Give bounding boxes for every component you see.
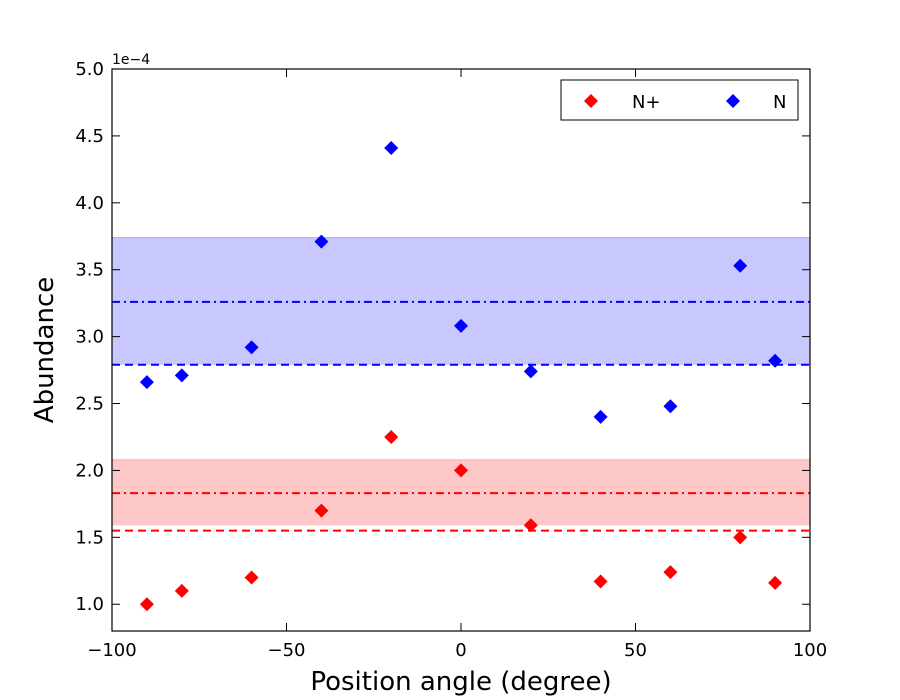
point-n	[244, 340, 259, 355]
point-n-plus	[768, 575, 783, 590]
data-points	[139, 140, 783, 612]
point-n-plus	[384, 429, 399, 444]
y-tick-label: 5.0	[75, 59, 104, 80]
x-axis-title: Position angle (degree)	[310, 667, 611, 697]
point-n	[139, 375, 154, 390]
point-n	[768, 353, 783, 368]
point-n-plus	[244, 570, 259, 585]
x-tick-label: −100	[87, 640, 136, 661]
point-n-plus	[174, 583, 189, 598]
axis-ticks: −100 −50 0 50 100 1.0 1.5 2.0 2.5 3.0 3.5 4.0 4.5 5.0	[75, 59, 827, 661]
point-n-plus	[454, 463, 468, 478]
x-tick-label: 0	[455, 640, 466, 661]
point-n-plus	[593, 574, 608, 589]
point-n	[314, 234, 329, 249]
y-tick-label: 2.0	[75, 460, 104, 481]
point-n	[663, 399, 678, 414]
y-tick-label: 4.0	[75, 193, 104, 214]
legend-label-n: N	[773, 92, 786, 113]
x-tick-label: 50	[624, 640, 647, 661]
point-n-plus	[314, 503, 329, 518]
y-tick-label: 2.5	[75, 394, 104, 415]
y-tick-label: 3.5	[75, 260, 104, 281]
point-n-plus	[733, 530, 748, 545]
point-n	[174, 368, 189, 383]
y-axis-title: Abundance	[30, 277, 60, 423]
y-tick-label: 4.5	[75, 126, 104, 147]
y-tick-label: 1.5	[75, 527, 104, 548]
legend-marker-n-plus	[584, 94, 598, 108]
reference-lines	[112, 300, 810, 532]
y-tick-label: 1.0	[75, 594, 104, 615]
y-scale-label: 1e−4	[112, 52, 150, 68]
point-n	[733, 258, 748, 273]
point-n	[384, 140, 399, 155]
legend-box	[560, 79, 799, 121]
x-tick-label: −50	[268, 640, 306, 661]
point-n-plus	[139, 597, 154, 612]
y-tick-label: 3.0	[75, 327, 104, 348]
legend-marker-n	[726, 94, 740, 108]
legend-label-n-plus: N+	[632, 92, 661, 113]
point-n-plus	[663, 565, 678, 580]
point-n	[593, 409, 608, 424]
uncertainty-bands	[112, 237, 810, 526]
point-n	[523, 364, 538, 379]
legend: N+ N	[560, 79, 799, 121]
x-tick-label: 100	[793, 640, 827, 661]
point-n-plus	[523, 518, 538, 533]
point-n	[454, 318, 468, 333]
